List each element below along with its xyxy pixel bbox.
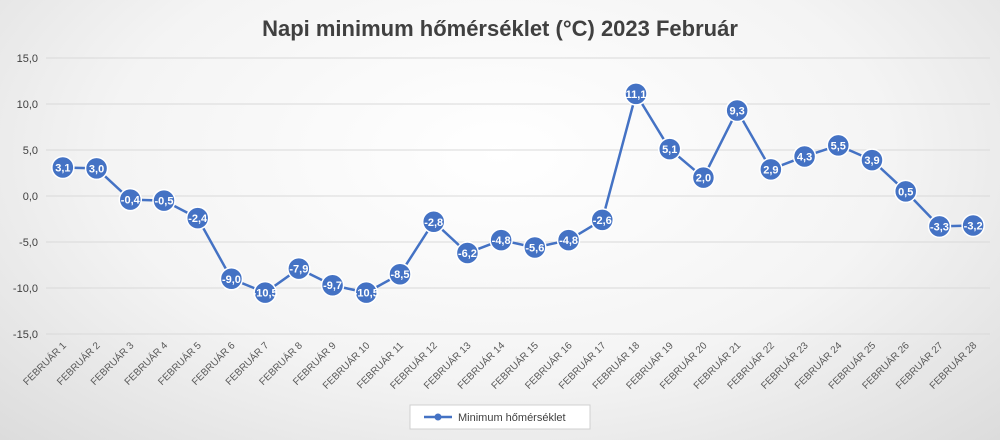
data-label: -9,7	[323, 280, 342, 292]
data-label: -0,5	[155, 196, 174, 208]
data-point[interactable]	[759, 157, 783, 182]
data-label: 5,1	[662, 144, 677, 156]
data-label: -8,5	[391, 269, 410, 281]
data-label: 3,0	[89, 163, 104, 175]
data-label: -4,8	[559, 235, 578, 247]
data-point[interactable]	[927, 214, 952, 239]
data-point[interactable]	[51, 155, 75, 180]
y-tick-label: 15,0	[17, 53, 38, 65]
data-point[interactable]	[792, 144, 817, 169]
data-point[interactable]	[860, 148, 884, 172]
data-label: 9,3	[729, 105, 744, 117]
data-point[interactable]	[152, 188, 176, 213]
data-point[interactable]	[84, 156, 109, 181]
data-label: 11,1	[626, 89, 647, 101]
y-tick-label: 0,0	[23, 191, 38, 203]
data-label: -6,2	[458, 248, 477, 260]
legend[interactable]: Minimum hőmérséklet	[409, 404, 591, 430]
y-tick-label: 10,0	[17, 99, 38, 111]
gridlines	[46, 57, 990, 335]
data-point[interactable]	[354, 280, 379, 305]
data-point[interactable]	[657, 137, 682, 161]
y-tick-label: -15,0	[13, 329, 38, 341]
y-axis-ticks: 15,0 10,0 5,0 0,0 -5,0 -10,0 -15,0	[13, 53, 38, 341]
data-label: -3,2	[964, 220, 983, 232]
data-label: -2,8	[424, 217, 443, 229]
data-point[interactable]	[185, 206, 210, 230]
data-point[interactable]	[421, 210, 446, 234]
data-label: -5,6	[525, 243, 544, 255]
data-point[interactable]	[287, 256, 311, 281]
y-tick-label: 5,0	[23, 145, 38, 157]
data-point[interactable]	[961, 213, 985, 238]
data-label: -10,5	[354, 288, 379, 300]
data-point[interactable]	[253, 280, 277, 305]
series-minimum: 3,1 3,0 -0,4 -0,5 -2,4 -9,0 -10,5 -7,9 -9,7 -10,5…	[51, 82, 985, 305]
legend-entry-label: Minimum hőmérséklet	[458, 412, 566, 424]
data-label: 2,9	[763, 164, 778, 176]
data-label: -3,3	[930, 221, 949, 233]
data-label: 2,0	[696, 173, 711, 185]
data-label: -2,4	[188, 213, 208, 225]
data-label: -7,9	[289, 264, 308, 276]
data-point[interactable]	[556, 228, 581, 252]
y-tick-label: -10,0	[13, 283, 38, 295]
chart-title: Napi minimum hőmérséklet (°C) 2023 Febru…	[262, 16, 738, 41]
series-line	[62, 92, 974, 294]
data-label: -9,0	[222, 274, 241, 286]
data-point[interactable]	[118, 187, 143, 212]
data-point[interactable]	[489, 228, 513, 252]
data-label: 4,3	[797, 151, 812, 163]
data-point[interactable]	[725, 98, 749, 123]
data-point[interactable]	[523, 235, 547, 260]
data-label: -4,8	[492, 235, 511, 247]
y-tick-label: -5,0	[19, 237, 38, 249]
data-point[interactable]	[826, 133, 851, 158]
data-point[interactable]	[388, 262, 412, 286]
data-label: -0,4	[121, 195, 141, 207]
data-label: 3,9	[864, 155, 879, 167]
data-point[interactable]	[893, 179, 918, 204]
data-point[interactable]	[590, 208, 615, 232]
data-point[interactable]	[219, 267, 244, 291]
data-point[interactable]	[691, 165, 716, 190]
data-point[interactable]	[320, 273, 345, 297]
data-label: -2,6	[593, 215, 612, 227]
legend-marker-swatch	[434, 413, 442, 421]
data-point[interactable]	[624, 82, 648, 106]
data-label: 5,5	[831, 140, 846, 152]
data-point[interactable]	[455, 241, 480, 265]
data-label: -10,5	[253, 288, 278, 300]
data-label: 0,5	[898, 186, 913, 198]
data-label: 3,1	[55, 162, 70, 174]
